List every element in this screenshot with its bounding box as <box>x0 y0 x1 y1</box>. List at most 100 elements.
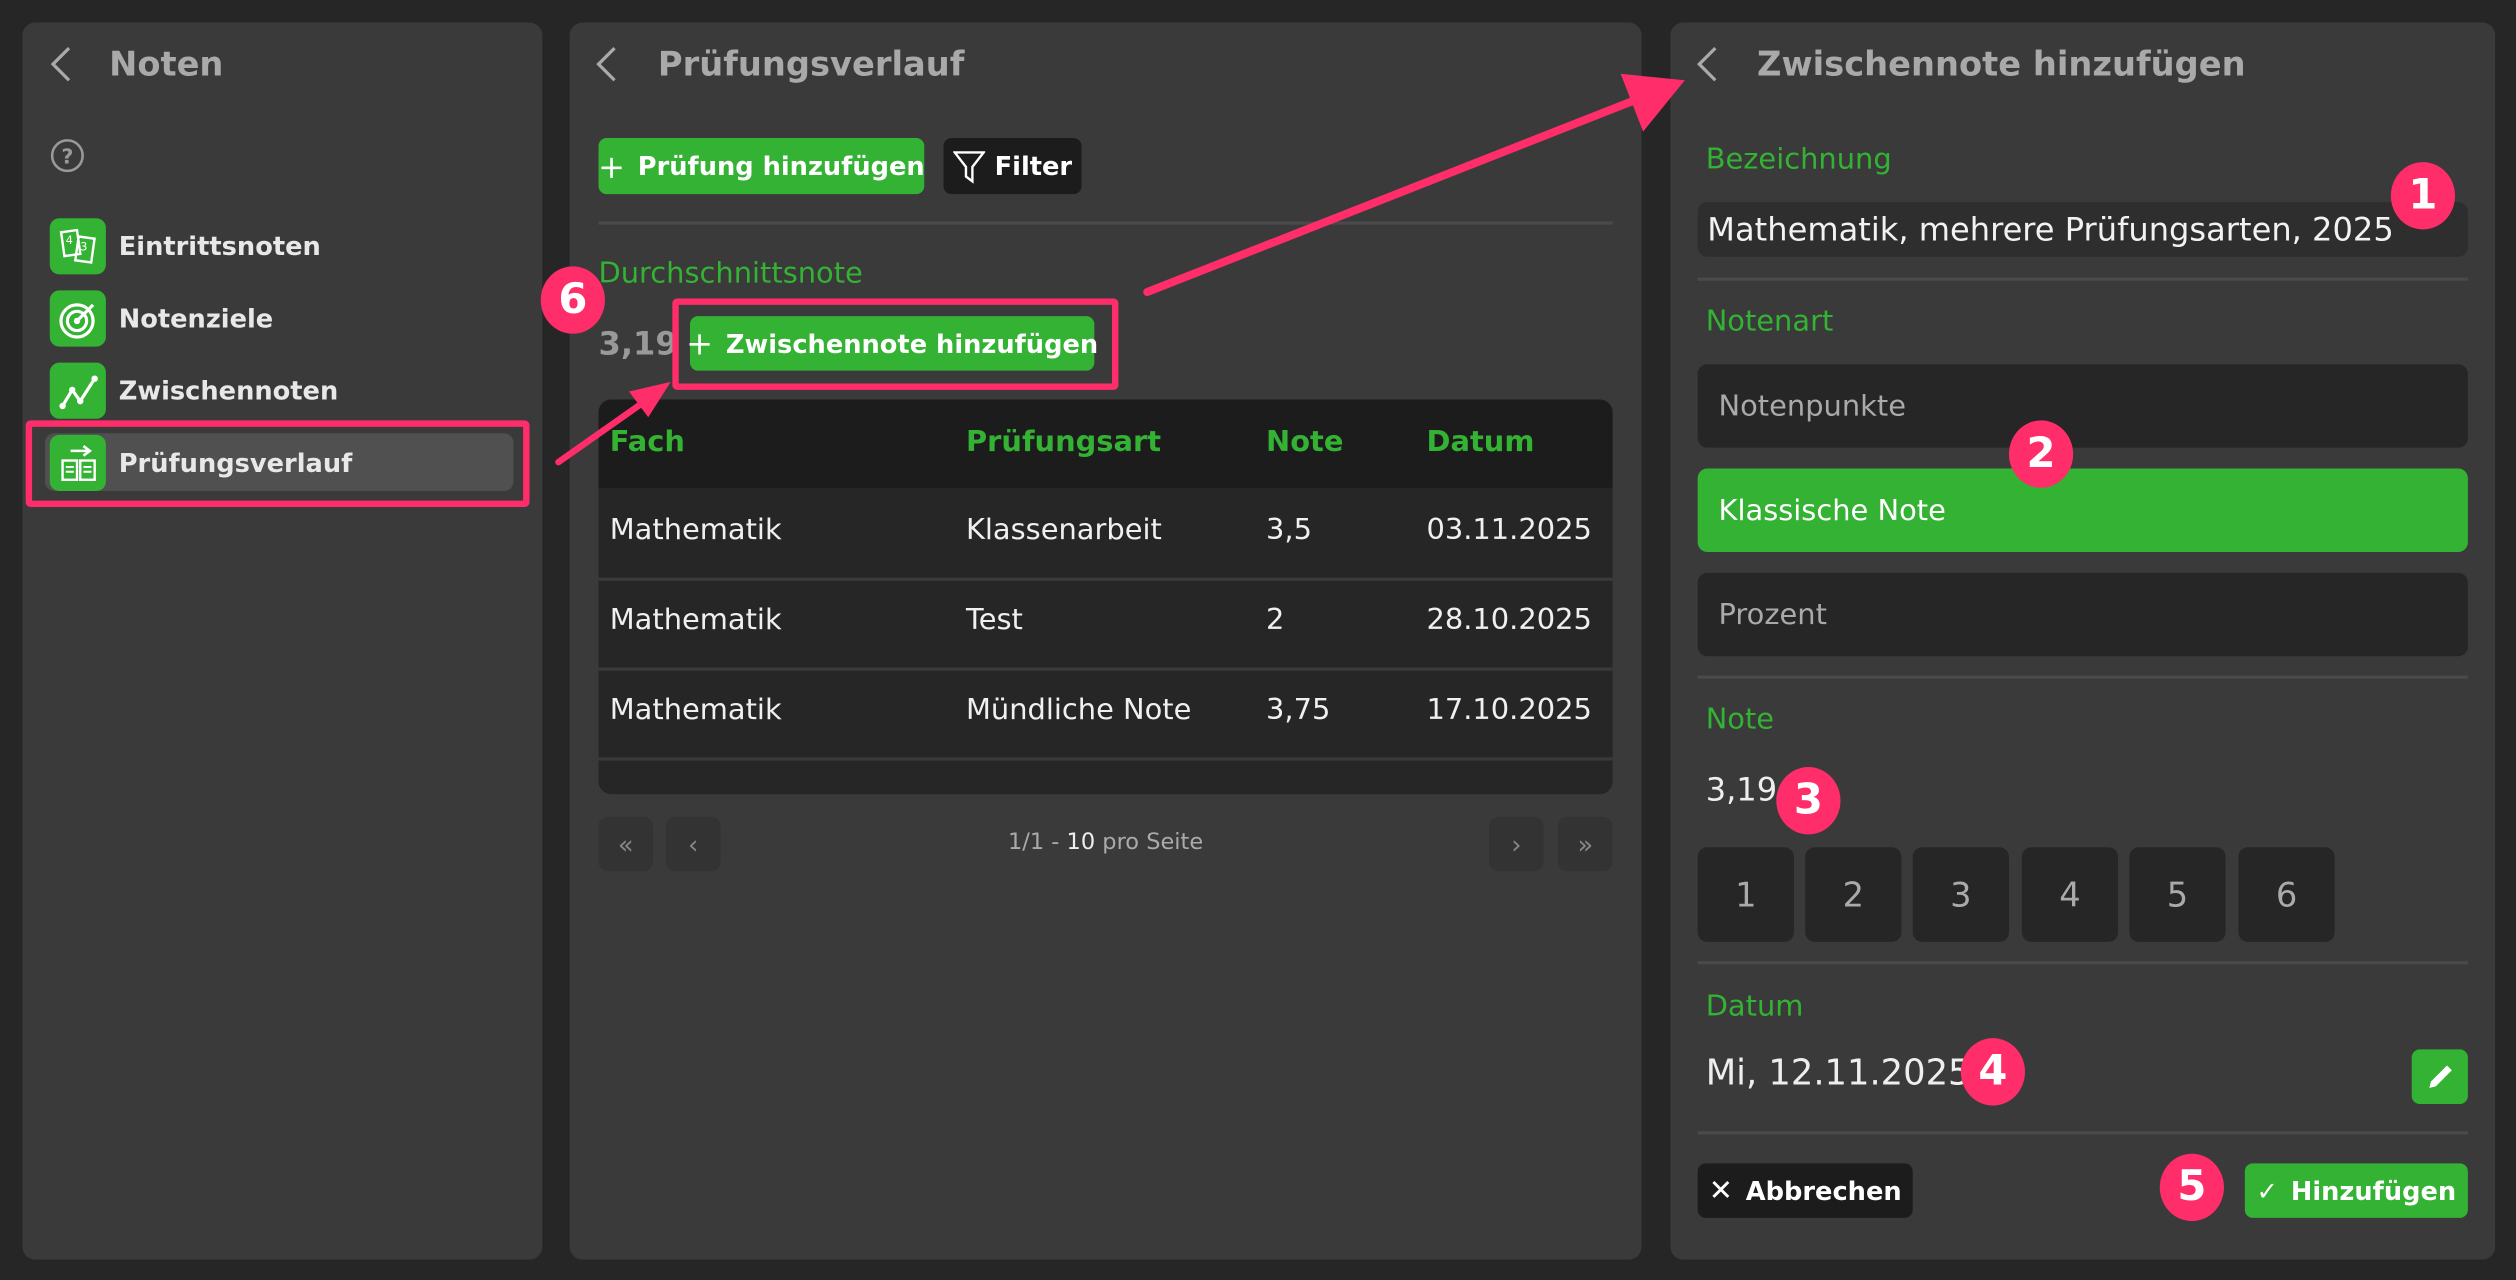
cell-datum: 28.10.2025 <box>1426 603 1592 638</box>
pagination-info: 1/1 - 10 pro Seite <box>899 830 1313 856</box>
cell-datum: 17.10.2025 <box>1426 693 1592 727</box>
sidebar-item-label: Prüfungsverlauf <box>118 447 353 479</box>
grade-button-2[interactable]: 2 <box>1805 847 1902 942</box>
annotation-badge-5: 5 <box>2159 1153 2224 1222</box>
header-fach[interactable]: Fach <box>609 425 685 459</box>
sidebar-item-label: Notenziele <box>118 303 274 334</box>
type-option-klassische-note[interactable]: Klassische Note <box>1697 468 2468 552</box>
prev-page-button[interactable]: ‹ <box>665 816 721 872</box>
average-label: Durchschnittsnote <box>598 256 863 291</box>
exam-table: Fach Prüfungsart Note Datum Mathematik K… <box>598 399 1613 795</box>
grade-button-1[interactable]: 1 <box>1697 847 1794 942</box>
annotation-badge-6: 6 <box>540 266 605 334</box>
submit-label: Hinzufügen <box>2290 1175 2457 1206</box>
annotation-badge-4: 4 <box>1960 1038 2026 1106</box>
grade-button-4[interactable]: 4 <box>2021 847 2119 942</box>
filter-label: Filter <box>994 150 1073 182</box>
sidebar-item-pruefungsverlauf[interactable]: Prüfungsverlauf <box>49 434 353 492</box>
close-icon: ✕ <box>1708 1173 1733 1208</box>
cell-note: 3,5 <box>1266 513 1312 548</box>
divider <box>1697 961 2468 965</box>
svg-text:3: 3 <box>79 240 86 253</box>
add-exam-button[interactable]: + Prüfung hinzufügen <box>598 137 925 195</box>
date-label: Datum <box>1705 990 1804 1024</box>
add-intermediate-label: Zwischennote hinzufügen <box>725 328 1099 359</box>
header-datum[interactable]: Datum <box>1426 425 1535 459</box>
divider <box>598 221 1613 225</box>
filter-icon <box>952 150 985 183</box>
cancel-button[interactable]: ✕ Abbrechen <box>1697 1163 1913 1218</box>
annotation-badge-3: 3 <box>1776 766 1841 835</box>
chevron-left-icon[interactable] <box>1696 45 1718 84</box>
question-circle-icon[interactable]: ? <box>50 138 85 173</box>
annotation-badge-1: 1 <box>2390 162 2456 230</box>
submit-button[interactable]: ✓ Hinzufügen <box>2244 1163 2468 1218</box>
double-chevron-right-icon: » <box>1577 828 1594 860</box>
cell-pruefungsart: Mündliche Note <box>965 693 1192 727</box>
grade-button-5[interactable]: 5 <box>2129 847 2226 942</box>
divider <box>1697 277 2468 281</box>
svg-text:?: ? <box>61 145 73 169</box>
cancel-label: Abbrechen <box>1745 1175 1902 1206</box>
sidebar-item-zwischennoten[interactable]: Zwischennoten <box>49 362 339 419</box>
header-pruefungsart[interactable]: Prüfungsart <box>965 425 1162 459</box>
page-indicator: 1/1 - <box>1007 829 1060 856</box>
per-page-value[interactable]: 10 <box>1066 829 1096 856</box>
add-intermediate-grade-button[interactable]: + Zwischennote hinzufügen <box>686 316 1098 371</box>
table-row[interactable]: Mathematik Test 2 28.10.2025 <box>598 578 1613 671</box>
divider <box>1697 1131 2468 1135</box>
chevron-left-icon[interactable] <box>50 45 72 84</box>
table-header: Fach Prüfungsart Note Datum <box>598 399 1613 488</box>
chevron-left-icon: ‹ <box>688 828 699 860</box>
first-page-button[interactable]: « <box>598 816 654 872</box>
grade-button-3[interactable]: 3 <box>1912 847 2009 942</box>
edit-date-button[interactable] <box>2411 1049 2468 1104</box>
cell-pruefungsart: Test <box>965 603 1023 638</box>
sidebar-title: Noten <box>109 44 224 84</box>
next-page-button[interactable]: › <box>1489 816 1544 872</box>
grade-label: Note <box>1705 702 1775 737</box>
annotation-badge-2: 2 <box>2008 420 2074 488</box>
cell-datum: 03.11.2025 <box>1426 513 1592 548</box>
table-row[interactable]: Mathematik Mündliche Note 3,75 17.10.202… <box>598 668 1613 761</box>
filter-button[interactable]: Filter <box>943 137 1082 195</box>
table-row[interactable]: Mathematik Klassenarbeit 3,5 03.11.2025 <box>598 488 1613 581</box>
name-input[interactable]: Mathematik, mehrere Prüfungsarten, 2025 <box>1697 202 2468 257</box>
add-exam-label: Prüfung hinzufügen <box>637 150 925 182</box>
annotation-highlight-sidebar <box>25 420 530 508</box>
header-note[interactable]: Note <box>1266 425 1344 459</box>
sidebar-item-label: Zwischennoten <box>118 375 339 406</box>
type-option-notenpunkte[interactable]: Notenpunkte <box>1697 364 2468 448</box>
cell-note: 2 <box>1266 603 1285 638</box>
cell-pruefungsart: Klassenarbeit <box>965 513 1162 548</box>
sidebar-item-notenziele[interactable]: Notenziele <box>49 290 274 347</box>
per-page-label: pro Seite <box>1102 829 1204 856</box>
divider <box>1697 675 2468 679</box>
target-icon <box>49 290 106 347</box>
chevron-right-icon: › <box>1511 828 1522 860</box>
check-icon: ✓ <box>2256 1175 2279 1206</box>
plus-icon: + <box>686 324 714 363</box>
type-option-prozent[interactable]: Prozent <box>1697 572 2468 657</box>
last-page-button[interactable]: » <box>1558 816 1613 872</box>
cell-fach: Mathematik <box>609 603 782 638</box>
date-value: Mi, 12.11.2025 <box>1705 1054 1971 1095</box>
sidebar-panel <box>22 22 543 1260</box>
grade-button-6[interactable]: 6 <box>2238 847 2335 942</box>
type-label: Notenart <box>1705 304 1834 339</box>
average-value: 3,19 <box>598 324 678 363</box>
pencil-icon <box>2428 1065 2452 1088</box>
exam-history-icon <box>49 434 106 492</box>
grade-value: 3,19 <box>1705 770 1778 809</box>
history-title: Prüfungsverlauf <box>657 44 965 84</box>
double-chevron-left-icon: « <box>617 828 634 860</box>
line-chart-icon <box>49 362 106 419</box>
name-label: Bezeichnung <box>1705 142 1892 177</box>
cell-fach: Mathematik <box>609 693 782 727</box>
plus-icon: + <box>598 146 625 186</box>
chevron-left-icon[interactable] <box>595 45 617 84</box>
annotation-highlight-button <box>672 298 1119 390</box>
